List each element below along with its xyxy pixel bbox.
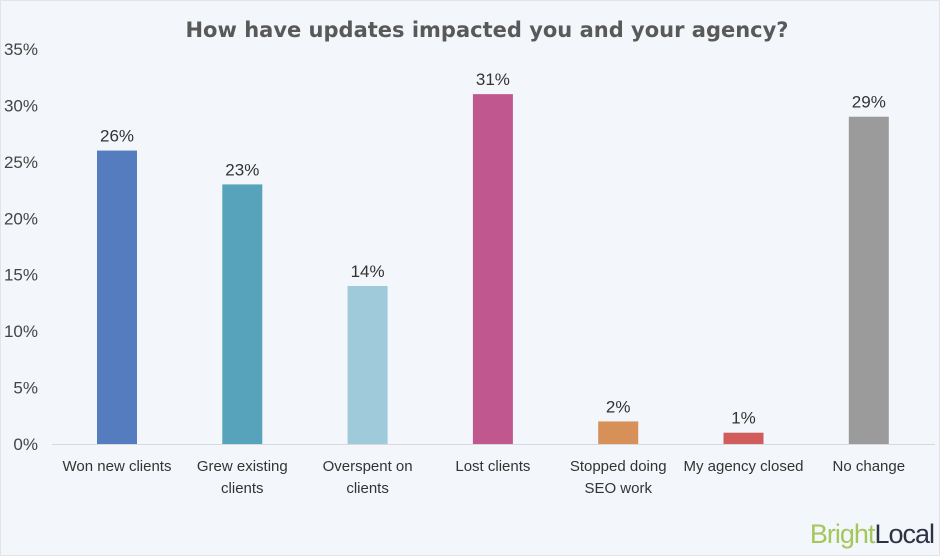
x-category-label: Won new clients bbox=[63, 458, 172, 475]
bar bbox=[347, 286, 388, 444]
bar bbox=[598, 421, 639, 444]
bar bbox=[97, 150, 137, 445]
bar bbox=[472, 94, 513, 445]
y-tick-label: 30% bbox=[4, 96, 38, 115]
x-category-label: Overspent on bbox=[323, 458, 413, 475]
y-tick-label: 20% bbox=[4, 209, 38, 228]
y-tick-label: 10% bbox=[4, 322, 38, 341]
chart-title: How have updates impacted you and your a… bbox=[185, 18, 788, 42]
x-category-label: Lost clients bbox=[455, 458, 530, 475]
data-label: 1% bbox=[731, 409, 756, 428]
x-category-label: No change bbox=[833, 458, 906, 475]
data-label: 14% bbox=[351, 262, 385, 281]
y-tick-label: 25% bbox=[4, 153, 38, 172]
x-category-label: My agency closed bbox=[683, 458, 803, 475]
x-category-label: Stopped doing bbox=[570, 458, 667, 475]
data-label: 31% bbox=[476, 70, 510, 89]
data-label: 29% bbox=[852, 93, 886, 112]
bar bbox=[222, 184, 263, 444]
y-tick-label: 0% bbox=[13, 435, 38, 454]
data-label: 26% bbox=[100, 127, 134, 146]
x-category-label: clients bbox=[221, 480, 264, 497]
x-category-label: SEO work bbox=[584, 480, 652, 497]
data-label: 23% bbox=[225, 160, 259, 179]
y-tick-label: 35% bbox=[4, 40, 38, 59]
y-tick-label: 15% bbox=[4, 266, 38, 285]
y-tick-label: 5% bbox=[13, 379, 38, 398]
x-category-label: Grew existing bbox=[197, 458, 288, 475]
bar bbox=[723, 432, 764, 444]
brightlocal-logo: BrightLocal bbox=[809, 519, 935, 549]
bar bbox=[848, 116, 889, 444]
x-category-label: clients bbox=[346, 480, 389, 497]
data-label: 2% bbox=[606, 397, 631, 416]
